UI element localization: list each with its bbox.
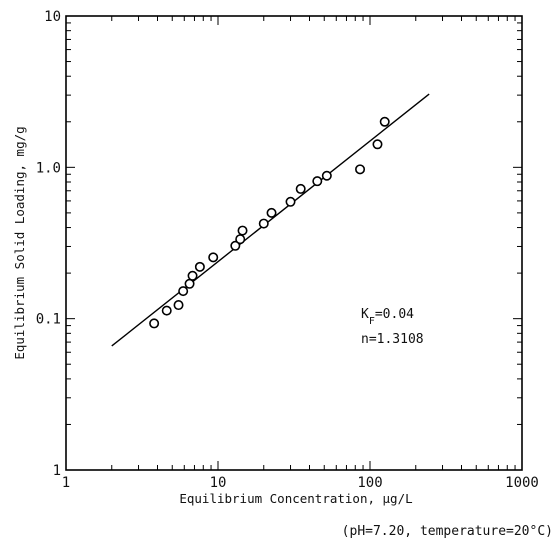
data-point (266, 207, 277, 218)
data-point (161, 305, 172, 316)
data-point (187, 270, 198, 281)
data-point (178, 286, 189, 297)
y-tick-label: 10 (44, 9, 61, 25)
data-point (285, 196, 296, 207)
data-point (258, 218, 269, 229)
conditions-note: (pH=7.20, temperature=20°C) (342, 524, 553, 539)
data-point (295, 183, 306, 194)
data-point (321, 170, 332, 181)
data-point (230, 240, 241, 251)
tick-marks (65, 16, 522, 471)
data-point (173, 300, 184, 311)
kf-label: KF=0.04 (361, 307, 414, 327)
x-tick-label: 1 (62, 475, 70, 491)
data-point (149, 318, 160, 329)
data-point (184, 278, 195, 289)
y-tick-label: 1 (53, 463, 61, 479)
fit-annotation: KF=0.04 n=1.3108 (361, 307, 424, 347)
tick-labels: 1 10 100 1000 1 0.1 1.0 10 (36, 9, 539, 491)
y-axis-title: Equilibrium Solid Loading, mg/g (12, 126, 27, 359)
y-tick-label: 0.1 (36, 312, 61, 328)
data-point (379, 116, 390, 127)
x-tick-label: 10 (210, 475, 227, 491)
plot-frame (65, 15, 523, 471)
y-tick-label: 1.0 (36, 160, 61, 176)
x-tick-label: 100 (357, 475, 382, 491)
data-point (312, 176, 323, 187)
x-tick-label: 1000 (505, 475, 539, 491)
data-point (235, 234, 246, 245)
data-point (355, 164, 366, 175)
data-points (149, 116, 390, 329)
data-point (194, 261, 205, 272)
fit-line (111, 93, 430, 347)
n-label: n=1.3108 (361, 332, 424, 347)
data-point (372, 139, 383, 150)
data-point (237, 225, 248, 236)
data-point (208, 252, 219, 263)
x-axis-title: Equilibrium Concentration, µg/L (179, 491, 412, 506)
